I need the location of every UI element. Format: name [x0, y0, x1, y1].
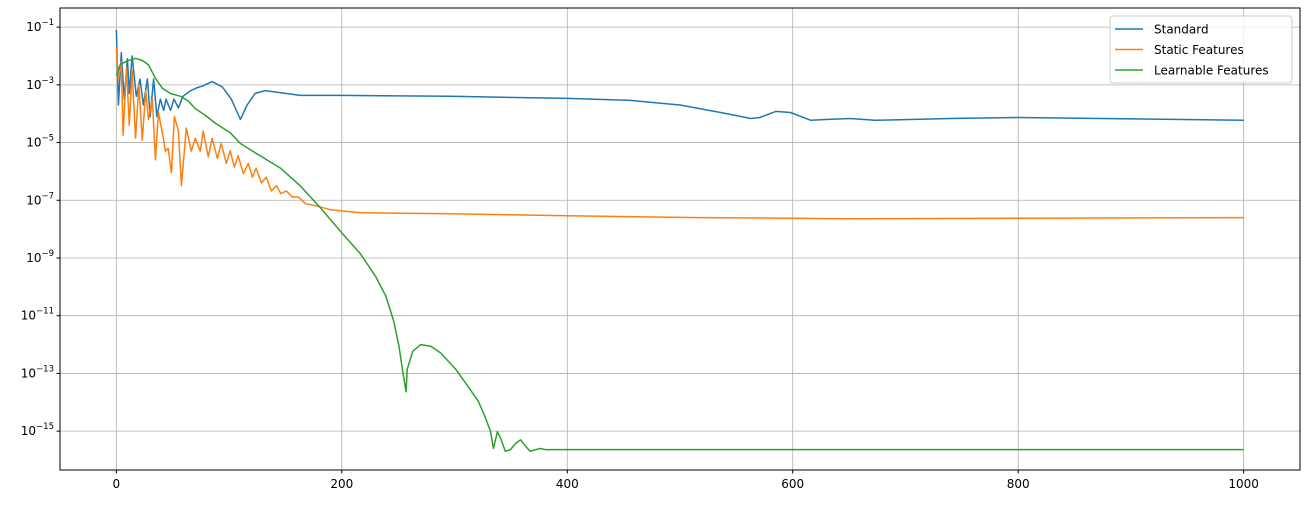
y-tick-exp: −11	[36, 307, 54, 317]
legend-label: Standard	[1154, 23, 1209, 37]
legend: Standard Static Features Learnable Feature…	[1109, 15, 1293, 84]
y-tick-exp: −9	[41, 249, 54, 259]
legend-label: Learnable Features	[1154, 64, 1269, 78]
y-tick-label: 10−5	[26, 134, 54, 150]
y-tick-base: 10	[26, 251, 41, 265]
y-tick-exp: −5	[41, 134, 54, 144]
y-tick-base: 10	[21, 309, 36, 323]
x-axis: 0 200 400 600 800 1000	[113, 470, 1259, 491]
y-tick-base: 10	[21, 366, 36, 380]
y-tick-exp: −15	[36, 422, 54, 432]
y-tick-label: 10−13	[21, 364, 54, 380]
legend-box	[1109, 15, 1293, 84]
y-tick-base: 10	[26, 78, 41, 92]
y-tick-base: 10	[26, 193, 41, 207]
y-tick-label: 10−1	[26, 18, 54, 34]
y-tick-base: 10	[21, 424, 36, 438]
series-line-2	[115, 57, 1244, 453]
series-line-1	[115, 47, 1244, 220]
x-tick-label: 0	[113, 477, 121, 491]
x-tick-label: 200	[330, 477, 353, 491]
y-tick-exp: −3	[41, 76, 54, 86]
legend-label: Static Features	[1154, 43, 1244, 57]
y-tick-exp: −7	[41, 191, 54, 201]
plot-lines	[115, 29, 1244, 453]
y-tick-label: 10−7	[26, 191, 54, 207]
y-tick-label: 10−9	[26, 249, 54, 265]
grid	[60, 8, 1300, 470]
y-tick-base: 10	[26, 20, 41, 34]
y-tick-exp: −13	[36, 364, 54, 374]
x-tick-label: 1000	[1228, 477, 1259, 491]
y-tick-label: 10−15	[21, 422, 54, 438]
series-line-0	[115, 29, 1244, 122]
axes-frame	[59, 7, 1301, 471]
y-tick-label: 10−11	[21, 307, 54, 323]
y-tick-exp: −1	[41, 18, 54, 28]
x-tick-label: 600	[781, 477, 804, 491]
x-tick-label: 800	[1007, 477, 1030, 491]
x-tick-label: 400	[556, 477, 579, 491]
y-tick-label: 10−3	[26, 76, 54, 92]
y-tick-base: 10	[26, 136, 41, 150]
